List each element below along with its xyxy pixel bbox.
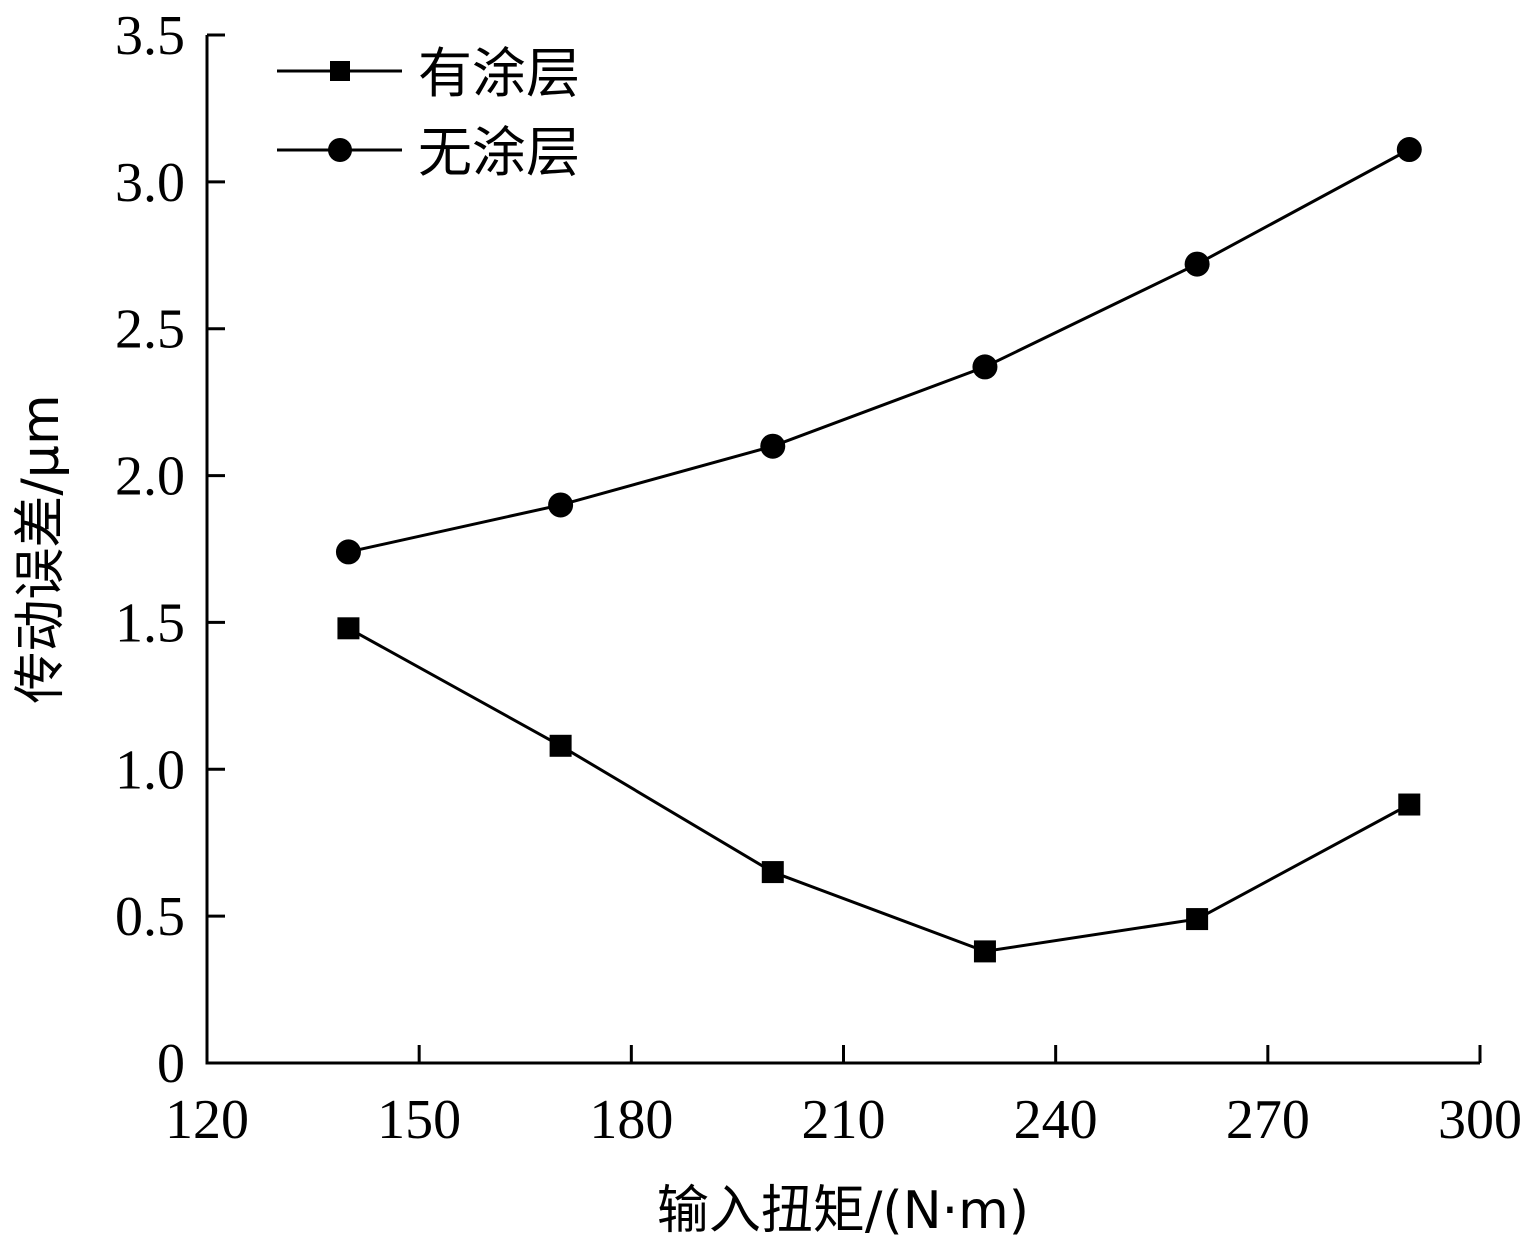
x-tick-label: 270 <box>1226 1089 1310 1151</box>
x-axis-title: 输入扭矩/(N·m) <box>657 1181 1029 1241</box>
data-point-circle <box>335 539 361 565</box>
data-point-circle <box>760 433 786 459</box>
legend-label-coated: 有涂层 <box>418 42 580 105</box>
y-tick-label: 0 <box>157 1033 185 1095</box>
legend: 有涂层 无涂层 <box>277 42 580 184</box>
data-point-circle <box>1396 137 1422 163</box>
series-line <box>348 148 1410 554</box>
data-point-square <box>1186 908 1209 931</box>
data-point-circle <box>548 492 574 518</box>
data-point-square <box>973 940 996 963</box>
legend-label-uncoated: 无涂层 <box>418 121 580 184</box>
series-layer <box>335 137 1422 963</box>
axis-frame <box>205 35 1480 1065</box>
y-tick-label: 3.0 <box>115 152 185 214</box>
data-point-square <box>337 617 360 640</box>
y-axis-ticks: 0 0.5 1.0 1.5 2.0 2.5 3.0 3.5 <box>115 5 225 1095</box>
x-tick-label: 300 <box>1438 1089 1522 1151</box>
x-tick-label: 150 <box>377 1089 461 1151</box>
data-point-circle <box>1184 251 1210 277</box>
x-axis-ticks: 120 150 180 210 240 270 300 <box>165 1045 1522 1151</box>
y-tick-label: 0.5 <box>115 886 185 948</box>
y-tick-label: 3.5 <box>115 5 185 67</box>
data-point-square <box>549 734 572 757</box>
legend-marker-circle <box>328 138 352 162</box>
legend-marker-square <box>330 61 350 81</box>
y-tick-label: 2.0 <box>115 446 185 508</box>
x-tick-label: 240 <box>1014 1089 1098 1151</box>
series-coated <box>337 617 1421 963</box>
data-point-square <box>761 861 784 884</box>
data-point-square <box>1398 793 1421 816</box>
x-tick-label: 120 <box>165 1089 249 1151</box>
x-tick-label: 210 <box>802 1089 886 1151</box>
axes <box>205 35 1480 1065</box>
series-uncoated <box>335 137 1422 565</box>
y-axis-title: 传动误差/μm <box>11 394 71 703</box>
series-line <box>347 626 1410 953</box>
y-tick-label: 1.0 <box>115 739 185 801</box>
y-tick-label: 1.5 <box>115 592 185 654</box>
x-tick-label: 180 <box>589 1089 673 1151</box>
data-point-circle <box>972 354 998 380</box>
y-tick-label: 2.5 <box>115 299 185 361</box>
